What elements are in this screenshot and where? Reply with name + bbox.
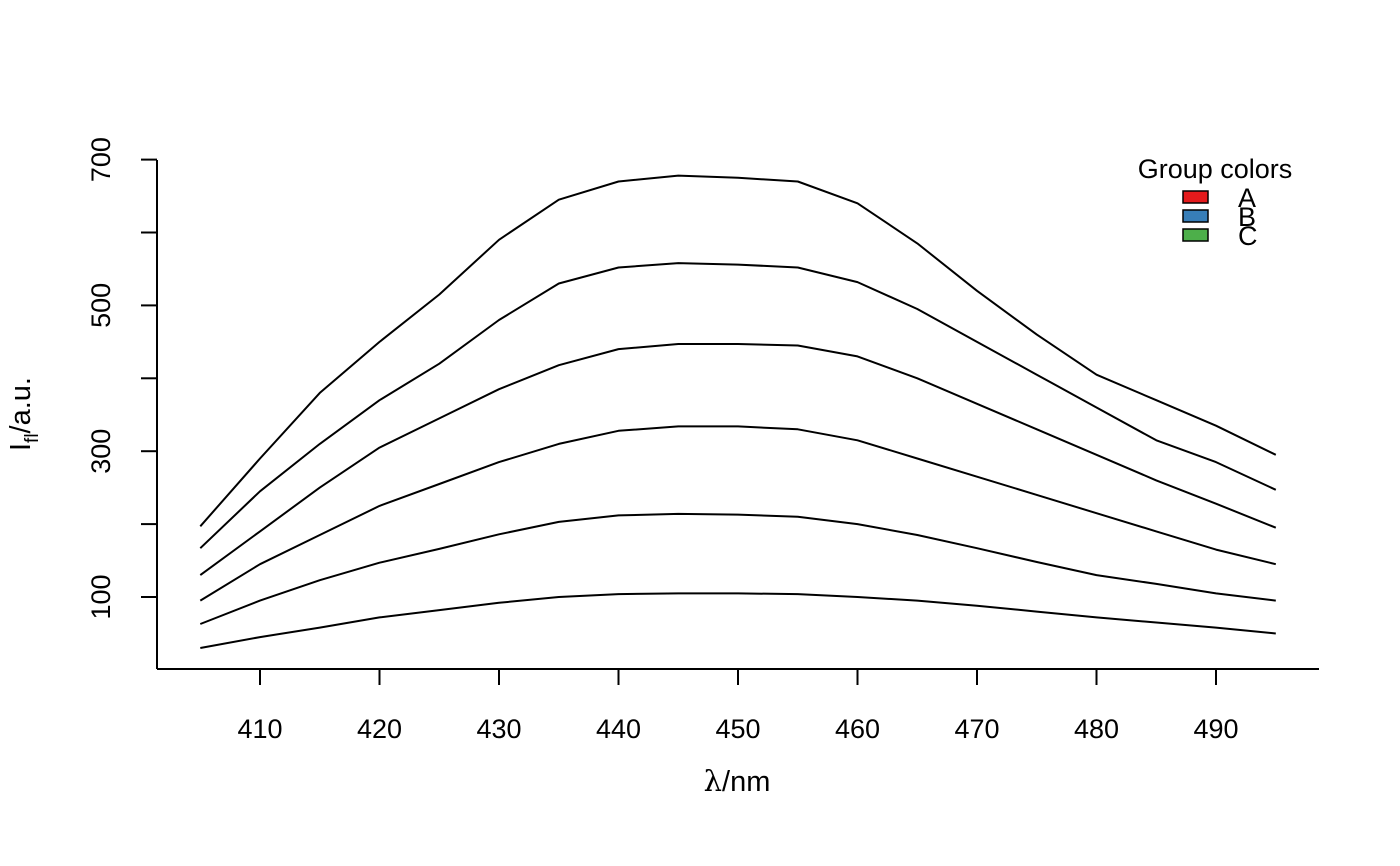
x-tick-label-490: 490 (1193, 714, 1238, 744)
x-axis-title-symbol: λ (704, 764, 722, 798)
spectrum-line-3 (199, 425, 1277, 602)
y-axis-title-unit: /a.u. (5, 377, 37, 433)
legend-label-c: C (1238, 221, 1258, 251)
legend-title: Group colors (1138, 154, 1293, 184)
x-axis-title: λ/nm (704, 764, 771, 798)
x-tick-label-460: 460 (835, 714, 880, 744)
spectrum-line-4 (199, 343, 1277, 576)
y-axis-ticks: 100 300 500 700 (86, 137, 157, 620)
legend-label-b: B (1238, 202, 1256, 232)
legend: Group colors ABC (1138, 154, 1293, 251)
spectrum-line-1 (200, 592, 1276, 649)
x-tick-label-430: 430 (476, 714, 521, 744)
spectrum-line-6 (199, 174, 1277, 527)
x-tick-label-470: 470 (954, 714, 999, 744)
legend-label-a: A (1238, 183, 1256, 213)
y-tick-label-100: 100 (86, 574, 116, 619)
y-axis-title: Ifl/a.u. (5, 377, 43, 451)
spectrum-line-5 (199, 262, 1277, 549)
legend-swatch-c (1182, 228, 1209, 242)
y-tick-label-500: 500 (86, 283, 116, 328)
spectrum-line-2 (199, 512, 1276, 625)
x-tick-label-410: 410 (237, 714, 282, 744)
y-tick-label-300: 300 (86, 429, 116, 474)
series-layer (199, 174, 1277, 649)
legend-swatch-a (1182, 190, 1209, 204)
x-tick-label-480: 480 (1074, 714, 1119, 744)
x-tick-label-420: 420 (357, 714, 402, 744)
x-tick-label-440: 440 (596, 714, 641, 744)
x-axis-title-unit: /nm (722, 766, 770, 798)
y-axis-title-main: I (5, 443, 37, 451)
legend-swatch-b (1182, 209, 1209, 223)
y-tick-label-700: 700 (86, 137, 116, 182)
y-axis-title-subscript: fl (22, 433, 43, 443)
x-tick-label-450: 450 (715, 714, 760, 744)
x-axis-ticks: 410 420 430 440 450 460 470 480 490 (237, 669, 1239, 744)
